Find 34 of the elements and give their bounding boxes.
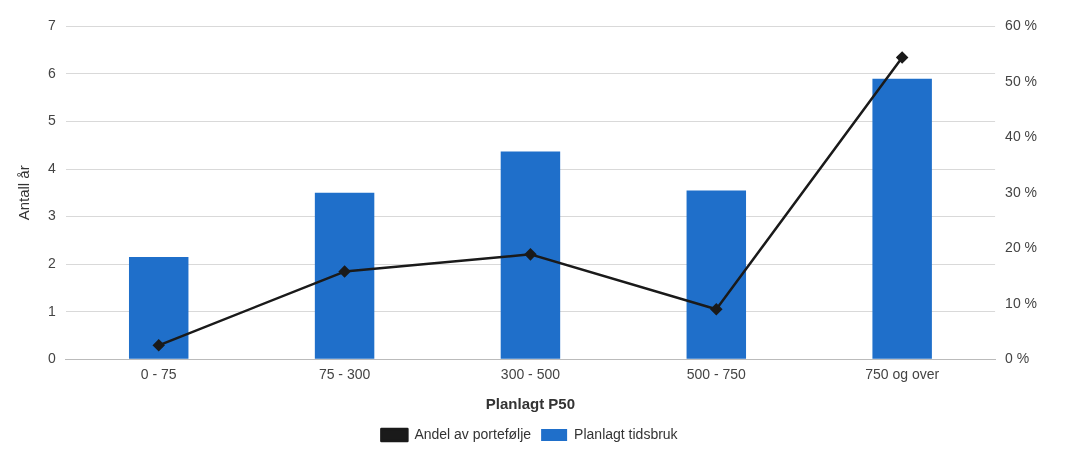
bar <box>686 190 747 359</box>
x-tick-label: 750 og over <box>865 366 940 383</box>
x-tick-label: 300 - 500 <box>500 366 561 383</box>
bar <box>500 151 561 359</box>
bar <box>872 78 932 359</box>
y-tick-label: 6 <box>47 64 56 81</box>
point <box>896 51 908 64</box>
y-tick-label: 4 <box>47 159 56 176</box>
y-tick-label: 0 <box>47 350 56 367</box>
legend-label: Planlagt tidsbruk <box>574 425 679 442</box>
y2-tick-label: 30 % <box>1005 183 1038 200</box>
y-tick-label: 1 <box>47 302 56 319</box>
y2-tick-label: 60 % <box>1005 17 1038 34</box>
x-axis-title: Planlagt P50 <box>485 395 576 413</box>
y2-tick-label: 0 % <box>1005 350 1030 367</box>
bar <box>314 192 375 359</box>
y-tick-label: 2 <box>47 254 56 271</box>
y-axis-title: Antall år <box>15 165 33 221</box>
point <box>710 303 723 316</box>
legend-label: Andel av portefølje <box>414 425 532 442</box>
x-tick-label: 500 - 750 <box>686 366 747 383</box>
x-tick-label: 75 - 300 <box>318 366 371 383</box>
y-tick-label: 3 <box>47 207 56 224</box>
point <box>152 339 165 352</box>
y2-tick-label: 50 % <box>1005 72 1038 89</box>
point <box>338 265 351 278</box>
point <box>524 248 537 261</box>
y-tick-label: 7 <box>47 17 56 34</box>
y2-tick-label: 10 % <box>1005 294 1038 311</box>
bar <box>128 256 189 359</box>
y2-tick-label: 40 % <box>1005 128 1038 145</box>
y2-tick-label: 20 % <box>1005 239 1038 256</box>
y-tick-label: 5 <box>47 112 56 129</box>
x-tick-label: 0 - 75 <box>140 366 177 383</box>
